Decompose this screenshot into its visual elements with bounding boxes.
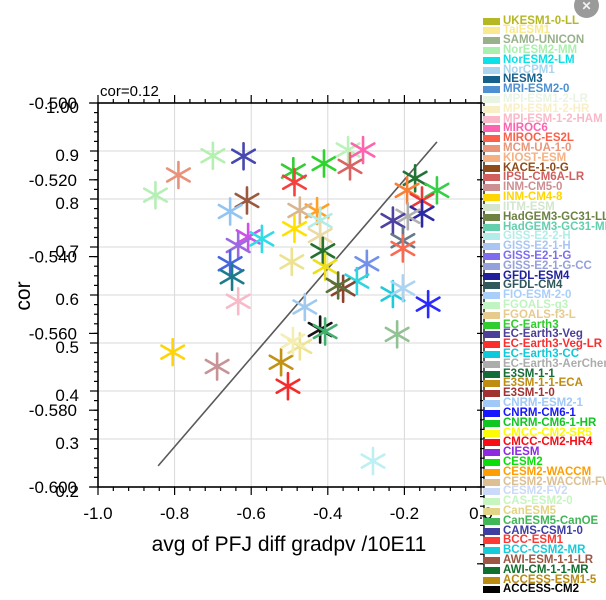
tick-label: 0.3 (55, 434, 79, 453)
scatter-marker (275, 371, 301, 401)
scatter-marker (325, 271, 351, 300)
scatter-marker (219, 262, 245, 292)
scatter-marker (225, 286, 251, 316)
scatter-marker (409, 199, 435, 228)
scatter-marker (281, 167, 308, 197)
scatter-marker (415, 289, 441, 319)
scatter-marker (380, 206, 406, 235)
scatter-marker (165, 160, 191, 190)
scatter-marker (280, 326, 306, 356)
tick-label: 0.8 (55, 194, 79, 213)
scatter-marker (312, 317, 338, 346)
scatter-marker (287, 196, 313, 225)
scatter-marker (337, 152, 363, 181)
tick-label: 0.7 (55, 242, 79, 261)
scatter-marker (268, 347, 294, 377)
scatter-marker (390, 234, 416, 263)
tick-label: 0.9 (55, 146, 79, 165)
scatter-marker (234, 186, 260, 215)
tick-label: -0.500 (29, 94, 77, 113)
tick-label: -0.520 (29, 171, 77, 190)
scatter-marker (230, 141, 257, 171)
tick-label: 0.0 (469, 504, 493, 523)
tick-label: -0.580 (29, 401, 77, 420)
tick-label: -0.4 (313, 504, 342, 523)
scatter-markers (142, 135, 450, 476)
tick-label: 0.4 (55, 386, 79, 405)
y-axis-label: cor (12, 281, 35, 310)
scatter-marker (204, 352, 230, 381)
scatter-marker (310, 236, 336, 266)
tick-label: -0.6 (237, 504, 266, 523)
scatter-marker (279, 247, 305, 277)
scatter-marker (307, 221, 333, 250)
tick-label: -0.2 (390, 504, 419, 523)
scatter-marker (160, 337, 186, 367)
correlation-annotation: cor=0.12 (100, 83, 159, 100)
tick-label: 1.00 (46, 98, 79, 117)
scatter-marker (217, 249, 243, 279)
tick-label: 0.6 (55, 290, 79, 309)
scatter-marker (384, 320, 410, 349)
scatter-marker (200, 141, 226, 171)
tick-label: 0.2 (55, 482, 79, 501)
scatter-marker (335, 135, 361, 165)
scatter-marker (395, 201, 421, 231)
close-icon[interactable]: ✕ (574, 0, 599, 18)
scatter-marker (312, 252, 338, 281)
scatter-marker (217, 197, 243, 226)
gridlines (98, 103, 481, 487)
scatter-marker (249, 224, 275, 254)
scatter-marker (344, 266, 370, 296)
close-icon-glyph: ✕ (581, 0, 592, 13)
tick-label: -0.600 (29, 478, 77, 497)
tick-label: -0.540 (29, 248, 77, 267)
scatter-marker (142, 180, 169, 210)
scatter-marker (311, 149, 337, 178)
x-axis-label: avg of PFJ diff gradpv /10E11 (152, 533, 427, 556)
scatter-marker (281, 214, 308, 244)
scatter-marker (354, 249, 380, 279)
tick-label: -1.0 (83, 504, 112, 523)
scatter-marker (292, 292, 318, 322)
scatter-marker (360, 446, 386, 476)
tick-label: 0.5 (55, 338, 79, 357)
scatter-marker (390, 273, 416, 303)
tick-label: -0.560 (29, 324, 77, 343)
scatter-marker (350, 135, 376, 165)
tick-label: -0.8 (160, 504, 189, 523)
